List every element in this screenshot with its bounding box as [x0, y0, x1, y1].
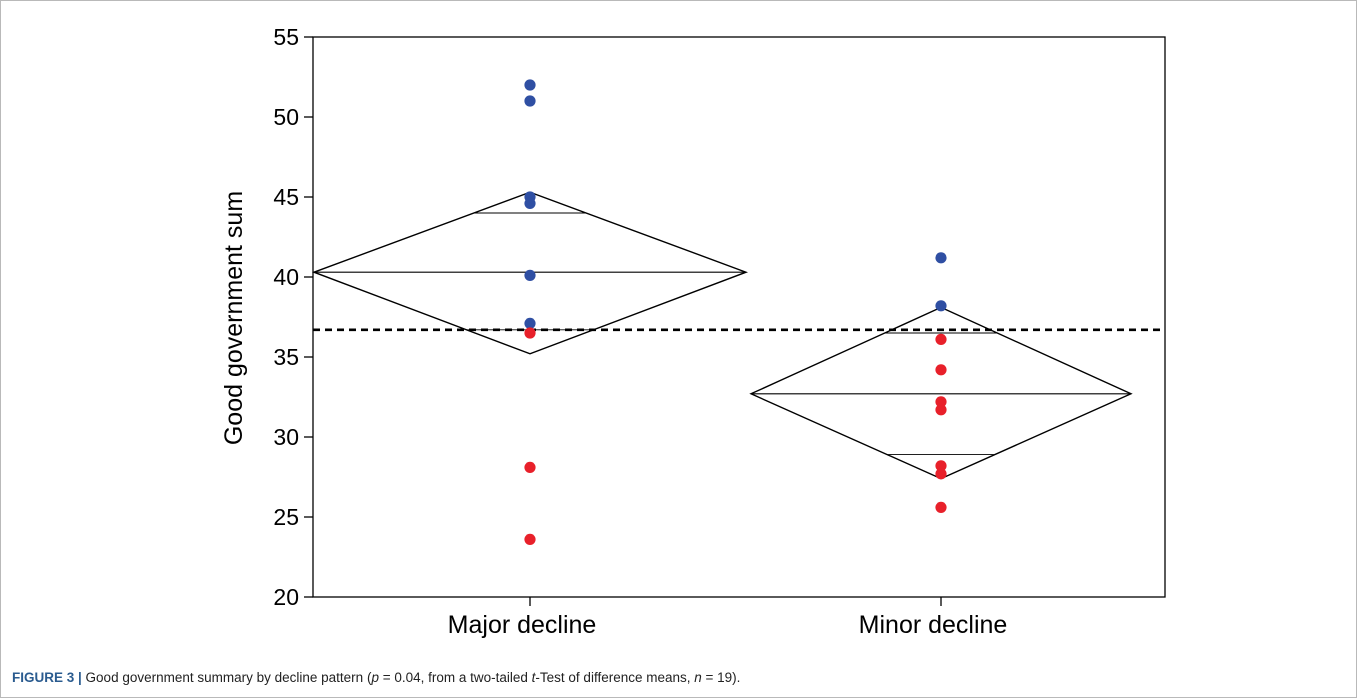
figure-caption: FIGURE 3 | Good government summary by de… — [12, 670, 740, 685]
data-point-red — [935, 364, 947, 376]
y-tick-label: 30 — [273, 424, 299, 450]
data-point-blue — [935, 252, 947, 264]
caption-text-2: = 0.04, from a two-tailed — [378, 670, 532, 685]
caption-text-1: Good government summary by decline patte… — [81, 670, 372, 685]
caption-t-symbol: t — [531, 670, 536, 685]
y-tick-label: 35 — [273, 344, 299, 370]
x-tick-label: Minor decline — [859, 611, 1008, 639]
y-tick-label: 20 — [273, 584, 299, 610]
data-point-blue — [524, 269, 536, 281]
caption-p-symbol: p — [371, 670, 379, 685]
x-tick-label: Major decline — [448, 611, 597, 639]
plot-frame — [312, 36, 1166, 598]
data-point-blue — [524, 197, 536, 209]
y-tick-label: 45 — [273, 184, 299, 210]
data-point-blue — [524, 95, 536, 107]
data-point-red — [935, 460, 947, 472]
data-point-blue — [524, 317, 536, 329]
data-point-red — [524, 461, 536, 473]
y-axis-label: Good government sum — [220, 191, 248, 445]
y-tick-label: 55 — [273, 24, 299, 50]
data-point-blue — [524, 79, 536, 91]
caption-n-symbol: n — [694, 670, 702, 685]
data-point-red — [935, 404, 947, 416]
data-point-blue — [935, 300, 947, 312]
caption-text-4: = 19). — [701, 670, 741, 685]
chart: 20 25 30 35 40 45 50 55 Major decline Minor decli… — [220, 24, 1166, 639]
data-point-red — [524, 327, 536, 339]
y-tick-label: 50 — [273, 104, 299, 130]
data-point-red — [935, 396, 947, 408]
caption-text-3: -Test of difference means, — [535, 670, 695, 685]
caption-label: FIGURE 3 | — [12, 670, 82, 685]
y-tick-label: 40 — [273, 264, 299, 290]
data-point-red — [935, 333, 947, 345]
data-point-red — [935, 468, 947, 480]
data-point-red — [524, 533, 536, 546]
y-tick-label: 25 — [273, 504, 299, 530]
data-point-red — [935, 501, 947, 513]
